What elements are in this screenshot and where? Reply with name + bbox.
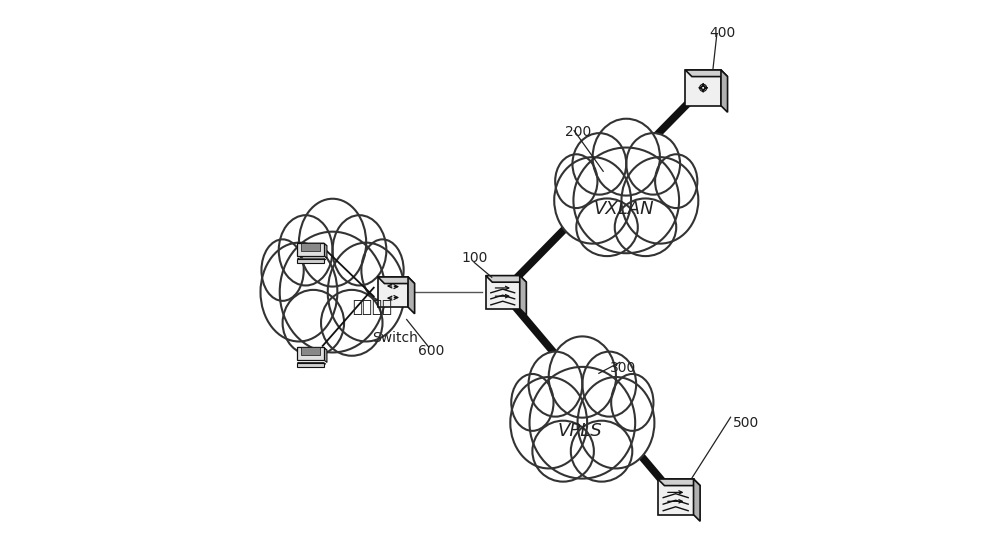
Text: 600: 600 xyxy=(418,344,444,358)
Polygon shape xyxy=(658,479,700,485)
Text: VPLS: VPLS xyxy=(558,422,602,440)
Ellipse shape xyxy=(530,367,635,479)
Polygon shape xyxy=(658,479,694,515)
Ellipse shape xyxy=(615,199,676,256)
Ellipse shape xyxy=(655,154,697,208)
Polygon shape xyxy=(297,258,326,260)
Ellipse shape xyxy=(532,421,594,481)
Ellipse shape xyxy=(555,154,597,208)
Bar xyxy=(297,348,324,360)
Ellipse shape xyxy=(333,215,386,285)
Polygon shape xyxy=(324,243,327,258)
Ellipse shape xyxy=(573,148,679,253)
Ellipse shape xyxy=(321,290,383,356)
Ellipse shape xyxy=(549,337,616,418)
Polygon shape xyxy=(520,276,526,315)
Polygon shape xyxy=(324,348,327,362)
Ellipse shape xyxy=(529,352,582,417)
Ellipse shape xyxy=(621,157,698,244)
Ellipse shape xyxy=(626,133,680,195)
Ellipse shape xyxy=(571,421,632,481)
Text: 二层网络: 二层网络 xyxy=(352,299,392,316)
Ellipse shape xyxy=(283,290,344,356)
Text: 500: 500 xyxy=(733,416,760,430)
Bar xyxy=(297,259,324,262)
Polygon shape xyxy=(297,362,326,364)
Ellipse shape xyxy=(260,243,337,341)
Bar xyxy=(297,363,324,367)
Text: VXLAN: VXLAN xyxy=(593,200,654,217)
Text: 200: 200 xyxy=(565,125,591,139)
Ellipse shape xyxy=(593,119,660,195)
Ellipse shape xyxy=(611,374,653,431)
Ellipse shape xyxy=(582,352,636,417)
Ellipse shape xyxy=(279,215,333,285)
Bar xyxy=(301,348,320,355)
Bar xyxy=(301,243,320,251)
Ellipse shape xyxy=(299,199,366,287)
Polygon shape xyxy=(486,276,520,309)
Polygon shape xyxy=(685,70,728,77)
Polygon shape xyxy=(721,70,728,113)
Text: 100: 100 xyxy=(462,251,488,265)
Polygon shape xyxy=(297,348,327,350)
Ellipse shape xyxy=(361,239,404,301)
Text: Switch: Switch xyxy=(372,330,418,345)
Circle shape xyxy=(700,85,707,91)
Ellipse shape xyxy=(572,133,626,195)
Ellipse shape xyxy=(578,377,654,468)
Bar xyxy=(297,243,324,255)
Polygon shape xyxy=(408,277,415,314)
Polygon shape xyxy=(378,277,408,307)
Text: 300: 300 xyxy=(610,361,636,375)
Text: 400: 400 xyxy=(710,26,736,40)
Polygon shape xyxy=(297,243,327,246)
Ellipse shape xyxy=(280,232,385,352)
Ellipse shape xyxy=(328,243,405,341)
Polygon shape xyxy=(378,277,415,283)
Ellipse shape xyxy=(261,239,304,301)
Ellipse shape xyxy=(511,374,554,431)
Ellipse shape xyxy=(554,157,631,244)
Ellipse shape xyxy=(510,377,587,468)
Polygon shape xyxy=(694,479,700,522)
Ellipse shape xyxy=(576,199,638,256)
Polygon shape xyxy=(486,276,526,282)
Polygon shape xyxy=(685,70,721,105)
